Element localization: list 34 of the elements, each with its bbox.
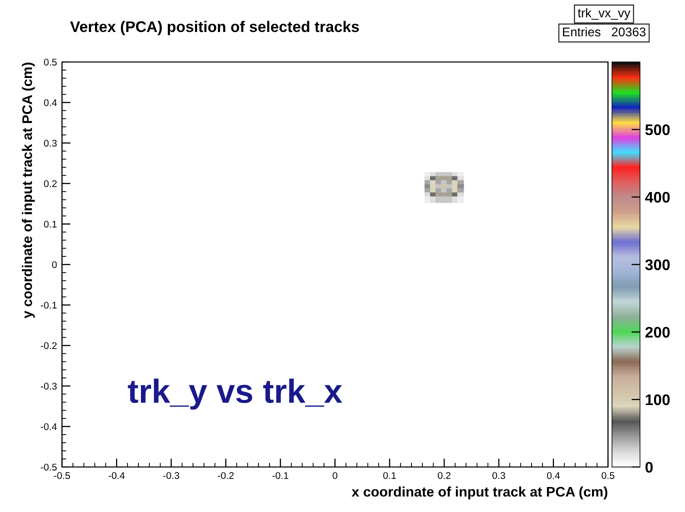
- chart-title: Vertex (PCA) position of selected tracks: [70, 20, 359, 36]
- y-axis-title: y coordinate of input track at PCA (cm): [22, 62, 35, 318]
- y-tick-label: -0.5: [40, 464, 57, 471]
- y-tick-label: -0.4: [40, 423, 57, 430]
- point: [457, 196, 464, 203]
- color-bar-label: 400: [645, 192, 670, 203]
- y-tick-label: 0.3: [44, 140, 57, 147]
- x-tick-label: 0: [332, 472, 338, 479]
- x-tick-label: 0.5: [602, 472, 614, 479]
- x-tick-label: -0.2: [218, 472, 234, 479]
- y-tick-label: -0.2: [40, 342, 57, 350]
- color-bar-label: 300: [645, 259, 670, 270]
- color-bar-label: 200: [645, 326, 670, 338]
- x-axis-title: x coordinate of input track at PCA (cm): [352, 486, 608, 500]
- x-tick-label: -0.1: [272, 472, 288, 479]
- x-tick-label: -0.4: [108, 472, 125, 479]
- y-tick-label: -0.1: [40, 302, 57, 309]
- color-bar-label: 500: [645, 124, 670, 136]
- y-tick-label: -0.3: [40, 382, 57, 390]
- color-bar-label: 100: [646, 394, 670, 406]
- y-tick-label: 0.2: [44, 180, 57, 188]
- y-tick-label: 0: [52, 261, 57, 268]
- text: trk_vx_vy: [578, 8, 630, 20]
- y-tick-label: 0.5: [44, 58, 57, 66]
- x-tick-label: -0.5: [54, 472, 70, 479]
- x-tick-label: 0.2: [438, 472, 450, 479]
- x-tick-label: 0.1: [383, 472, 396, 479]
- y-tick-label: 0.1: [44, 220, 57, 228]
- text: Entries 20363: [562, 27, 646, 36]
- x-tick-label: 0.3: [492, 472, 506, 479]
- y-tick-label: 0.4: [44, 99, 57, 106]
- x-tick-label: 0.4: [547, 472, 560, 479]
- annotation: trk_y vs trk_x: [128, 378, 342, 410]
- x-tick-label: -0.3: [163, 472, 180, 479]
